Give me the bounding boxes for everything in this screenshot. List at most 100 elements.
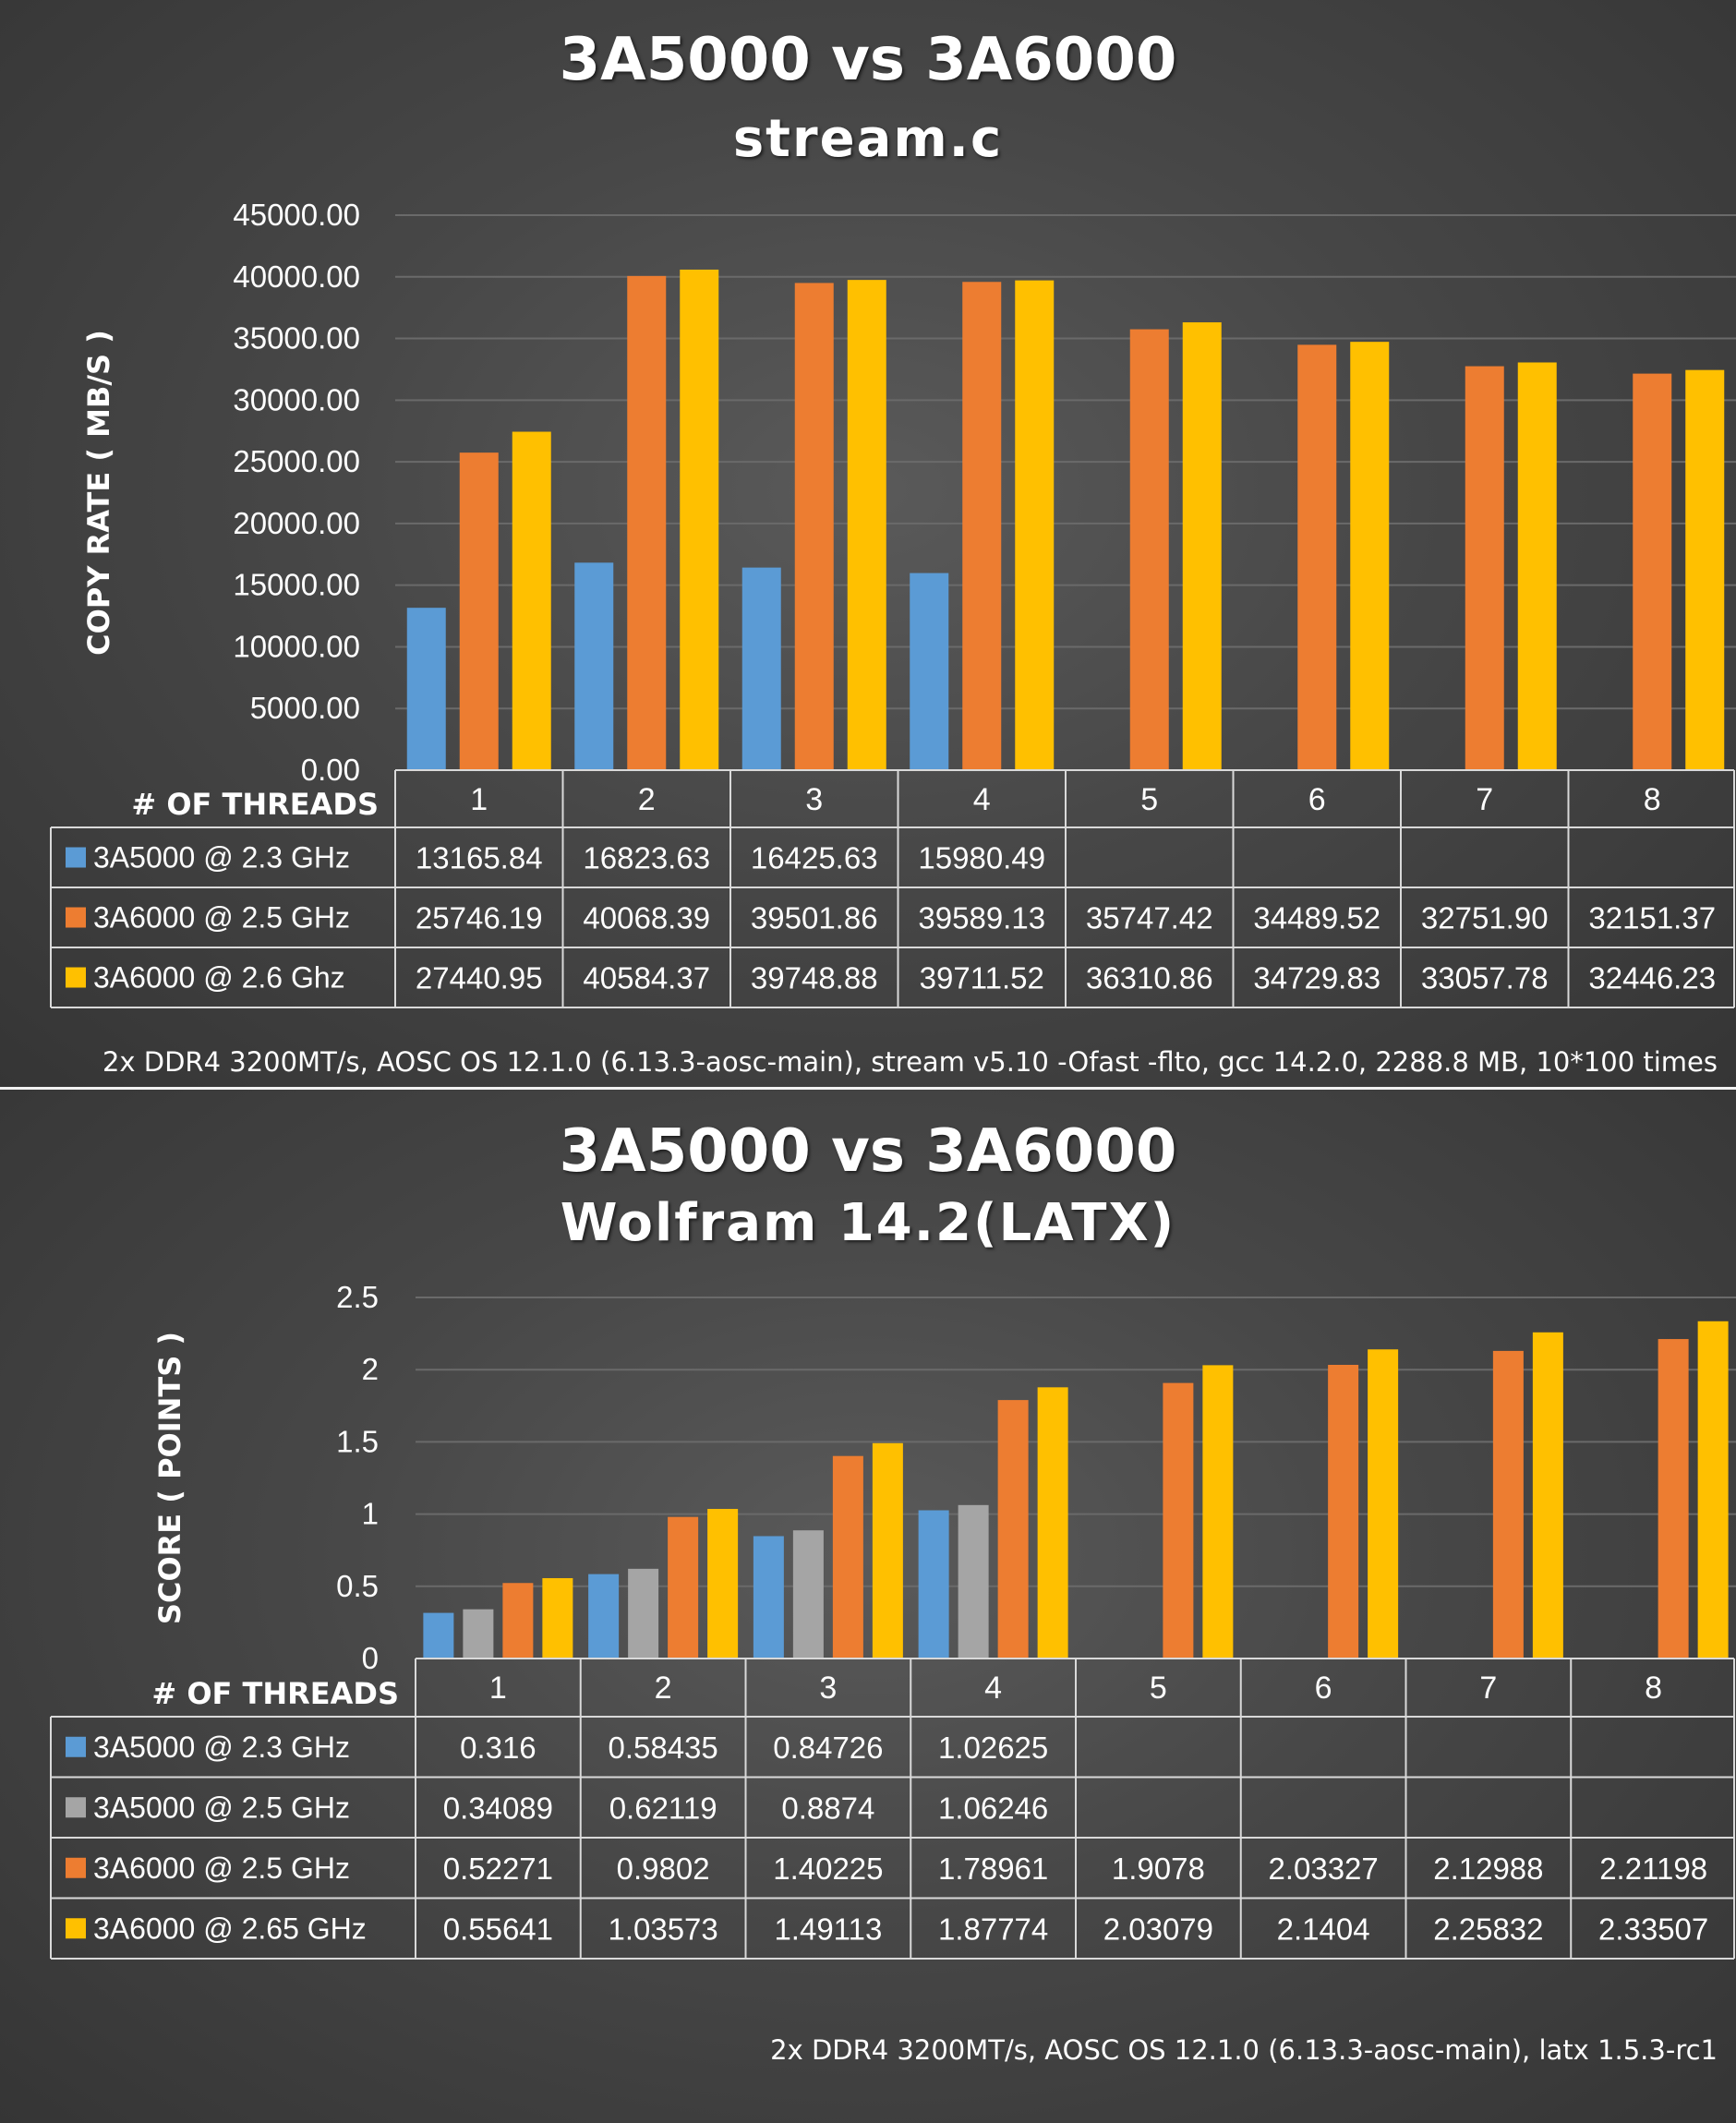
y-tick-label: 25000.00 xyxy=(233,444,360,478)
bar-4-2 xyxy=(707,1509,739,1659)
table-cell-value: 0.62119 xyxy=(609,1791,717,1825)
bar-2-4 xyxy=(958,1504,989,1659)
x-axis-title: # OF THREADS xyxy=(151,1676,399,1711)
bar-3-5 xyxy=(1182,322,1222,770)
table-cell-value: 15980.49 xyxy=(918,841,1045,875)
bar-4-8 xyxy=(1697,1321,1729,1659)
bar-3-6 xyxy=(1350,342,1390,770)
bar-3-2 xyxy=(680,269,719,770)
bar-3-7 xyxy=(1492,1350,1524,1659)
y-tick-label: 0.5 xyxy=(336,1569,379,1603)
y-tick-label: 40000.00 xyxy=(233,259,360,294)
x-tick-label: 5 xyxy=(1150,1671,1167,1706)
table-cell-value: 34489.52 xyxy=(1253,901,1380,935)
y-tick-label: 45000.00 xyxy=(233,198,360,232)
bar-3-1 xyxy=(502,1583,534,1659)
table-cell-value: 2.12988 xyxy=(1433,1852,1543,1886)
table-cell-value: 0.84726 xyxy=(773,1731,883,1765)
panel-divider xyxy=(0,1087,1736,1090)
bar-4-6 xyxy=(1368,1349,1399,1659)
x-tick-label: 7 xyxy=(1476,782,1493,817)
x-tick-label: 7 xyxy=(1479,1671,1497,1706)
table-cell-value: 39711.52 xyxy=(920,961,1044,995)
chart-footnote: 2x DDR4 3200MT/s, AOSC OS 12.1.0 (6.13.3… xyxy=(770,2034,1718,2066)
bar-3-5 xyxy=(1163,1382,1194,1659)
bar-3-4 xyxy=(1015,280,1055,770)
bar-1-3 xyxy=(753,1536,784,1659)
bar-1-1 xyxy=(423,1612,454,1659)
y-tick-label: 2 xyxy=(362,1352,379,1386)
bar-3-7 xyxy=(1517,362,1557,770)
table-cell-value: 0.55641 xyxy=(443,1912,553,1946)
y-tick-label: 1 xyxy=(362,1497,379,1531)
bar-2-1 xyxy=(463,1609,494,1659)
legend-label: 3A6000 @ 2.5 GHz xyxy=(93,901,350,935)
bar-1-2 xyxy=(574,562,614,770)
x-tick-label: 2 xyxy=(655,1671,672,1706)
y-tick-label: 30000.00 xyxy=(233,382,360,416)
bar-2-7 xyxy=(1465,366,1504,770)
table-cell-value: 33057.78 xyxy=(1421,961,1549,995)
bar-1-2 xyxy=(588,1574,620,1659)
table-cell-value: 1.87774 xyxy=(938,1912,1048,1946)
legend-label: 3A5000 @ 2.5 GHz xyxy=(93,1791,350,1824)
x-tick-label: 6 xyxy=(1315,1671,1332,1706)
table-cell-value: 25746.19 xyxy=(416,901,543,935)
table-cell-value: 0.8874 xyxy=(781,1791,874,1825)
x-axis-title: # OF THREADS xyxy=(131,787,379,822)
table-cell-value: 2.25832 xyxy=(1433,1912,1543,1946)
bar-4-5 xyxy=(1202,1365,1234,1659)
bar-4-7 xyxy=(1532,1332,1563,1659)
y-axis-title: SCORE ( POINTS ) xyxy=(152,1332,187,1624)
legend-key xyxy=(66,1797,86,1818)
bar-2-1 xyxy=(459,452,499,770)
bar-1-1 xyxy=(406,608,446,770)
table-cell-value: 40584.37 xyxy=(583,961,710,995)
bar-4-3 xyxy=(872,1442,903,1659)
chart-subtitle: stream.c xyxy=(732,109,1004,169)
table-cell-value: 1.06246 xyxy=(938,1791,1048,1825)
bar-3-6 xyxy=(1328,1364,1359,1659)
table-cell-value: 2.1404 xyxy=(1277,1912,1370,1946)
table-cell-value: 39501.86 xyxy=(751,901,878,935)
y-tick-label: 2.5 xyxy=(336,1280,379,1314)
chart-title: 3A5000 vs 3A6000 xyxy=(559,26,1177,94)
legend-label: 3A5000 @ 2.3 GHz xyxy=(93,1731,350,1764)
y-tick-label: 0 xyxy=(362,1641,379,1675)
wolfram-chart-panel: 3A5000 vs 3A6000 Wolfram 14.2(LATX) 0 0.5… xyxy=(0,1090,1736,2123)
table-cell-value: 32751.90 xyxy=(1421,901,1549,935)
table-cell-value: 0.58435 xyxy=(608,1731,717,1765)
table-cell-value: 13165.84 xyxy=(416,841,543,875)
table-cell-value: 0.316 xyxy=(460,1731,536,1765)
bar-3-4 xyxy=(997,1400,1029,1659)
y-tick-label: 1.5 xyxy=(336,1424,379,1458)
y-tick-label: 35000.00 xyxy=(233,321,360,356)
bar-4-1 xyxy=(542,1577,573,1659)
bar-4-4 xyxy=(1037,1387,1068,1659)
table-cell-value: 36310.86 xyxy=(1086,961,1213,995)
x-tick-label: 5 xyxy=(1140,782,1158,817)
legend-label: 3A5000 @ 2.3 GHz xyxy=(93,841,350,875)
table-cell-value: 1.49113 xyxy=(774,1912,882,1946)
bar-2-2 xyxy=(627,275,667,770)
x-tick-label: 4 xyxy=(984,1671,1002,1706)
table-cell-value: 32446.23 xyxy=(1588,961,1716,995)
legend-key xyxy=(66,967,86,988)
bar-2-5 xyxy=(1129,329,1169,770)
table-cell-value: 39748.88 xyxy=(751,961,878,995)
table-cell-value: 2.21198 xyxy=(1599,1852,1707,1886)
legend-key xyxy=(66,847,86,868)
legend-label: 3A6000 @ 2.65 GHz xyxy=(93,1912,367,1945)
legend-label: 3A6000 @ 2.5 GHz xyxy=(93,1852,350,1885)
legend-key xyxy=(66,1918,86,1939)
y-tick-label: 10000.00 xyxy=(233,629,360,663)
x-tick-label: 3 xyxy=(819,1671,837,1706)
x-tick-label: 1 xyxy=(489,1671,507,1706)
table-cell-value: 1.78961 xyxy=(938,1852,1048,1886)
y-tick-label: 0.00 xyxy=(301,753,360,787)
bar-2-3 xyxy=(792,1530,824,1659)
table-cell-value: 0.34089 xyxy=(443,1791,553,1825)
bar-2-3 xyxy=(794,283,834,770)
table-cell-value: 2.03327 xyxy=(1268,1852,1378,1886)
table-cell-value: 32151.37 xyxy=(1588,901,1716,935)
